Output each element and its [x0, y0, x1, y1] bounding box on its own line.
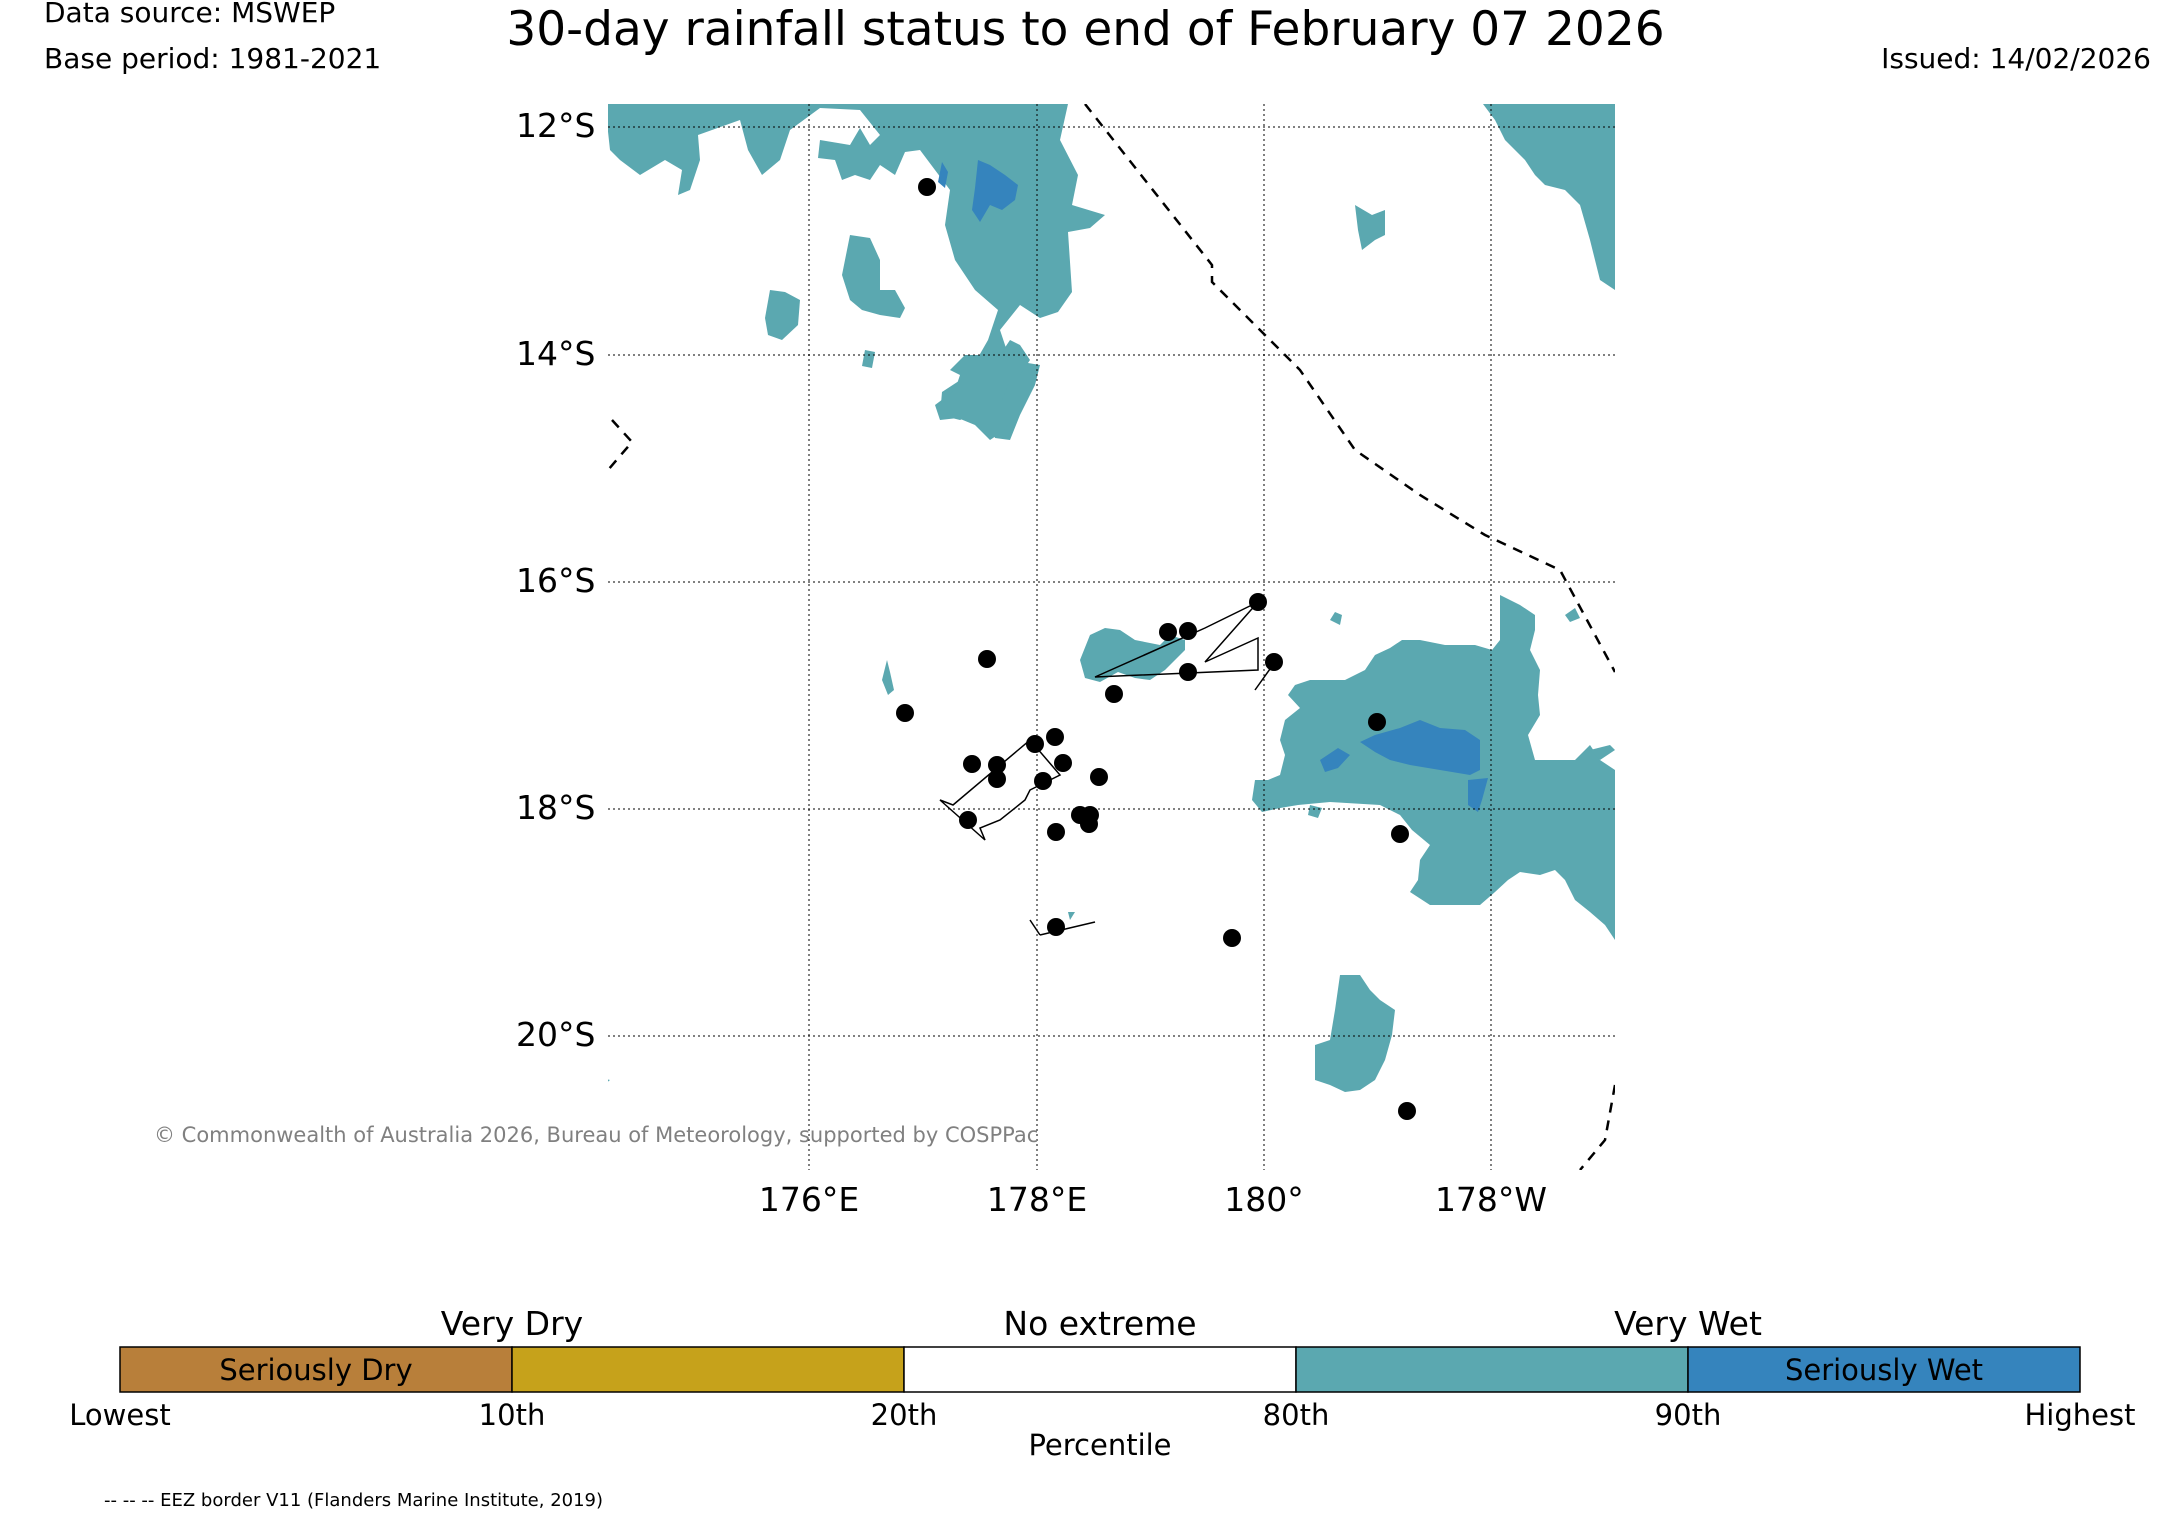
colorbar-segment-no-extreme	[903, 1346, 1297, 1393]
lon-label: 178°E	[986, 1180, 1088, 1219]
legend-heading-very-wet: Very Wet	[1614, 1304, 1762, 1343]
data-source: Data source: MSWEP	[44, 0, 336, 29]
lon-label: 178°W	[1434, 1180, 1548, 1219]
colorbar-tick: Highest	[2024, 1398, 2136, 1432]
colorbar-segment-seriously-dry	[119, 1346, 513, 1393]
copyright-notice: © Commonwealth of Australia 2026, Bureau…	[154, 1123, 1039, 1147]
seriously-wet-region	[938, 160, 1488, 812]
very-wet-region	[608, 104, 1615, 1092]
issued-date: Issued: 14/02/2026	[1881, 42, 2151, 75]
colorbar-axis-label: Percentile	[1028, 1428, 1172, 1462]
lat-label: 12°S	[516, 106, 596, 145]
lat-label: 20°S	[516, 1015, 596, 1054]
colorbar	[119, 1346, 2081, 1393]
map-area	[608, 104, 1615, 1170]
eez-border-note: -- -- -- EEZ border V11 (Flanders Marine…	[104, 1490, 604, 1511]
legend-heading-no-extreme: No extreme	[1003, 1304, 1197, 1343]
colorbar-tick: Lowest	[69, 1398, 171, 1432]
colorbar-tick: 10th	[478, 1398, 546, 1432]
colorbar-segment-very-dry	[511, 1346, 905, 1393]
legend-label-seriously-wet: Seriously Wet	[1784, 1353, 1984, 1387]
colorbar-tick: 80th	[1262, 1398, 1330, 1432]
lat-label: 14°S	[516, 334, 596, 373]
map-title: 30-day rainfall status to end of Februar…	[506, 2, 1665, 57]
lon-label: 176°E	[758, 1180, 860, 1219]
lat-label: 16°S	[516, 561, 596, 600]
base-period: Base period: 1981-2021	[44, 42, 382, 75]
colorbar-tick: 90th	[1654, 1398, 1722, 1432]
colorbar-tick: 20th	[870, 1398, 938, 1432]
lon-label: 180°	[1224, 1180, 1304, 1219]
colorbar-segment-very-wet	[1295, 1346, 1689, 1393]
colorbar-segment-seriously-wet	[1687, 1346, 2081, 1393]
station-markers	[896, 178, 1416, 1120]
eez-border	[608, 104, 1615, 1170]
legend-label-seriously-dry: Seriously Dry	[219, 1353, 413, 1387]
legend-heading-very-dry: Very Dry	[440, 1304, 584, 1343]
lat-label: 18°S	[516, 788, 596, 827]
